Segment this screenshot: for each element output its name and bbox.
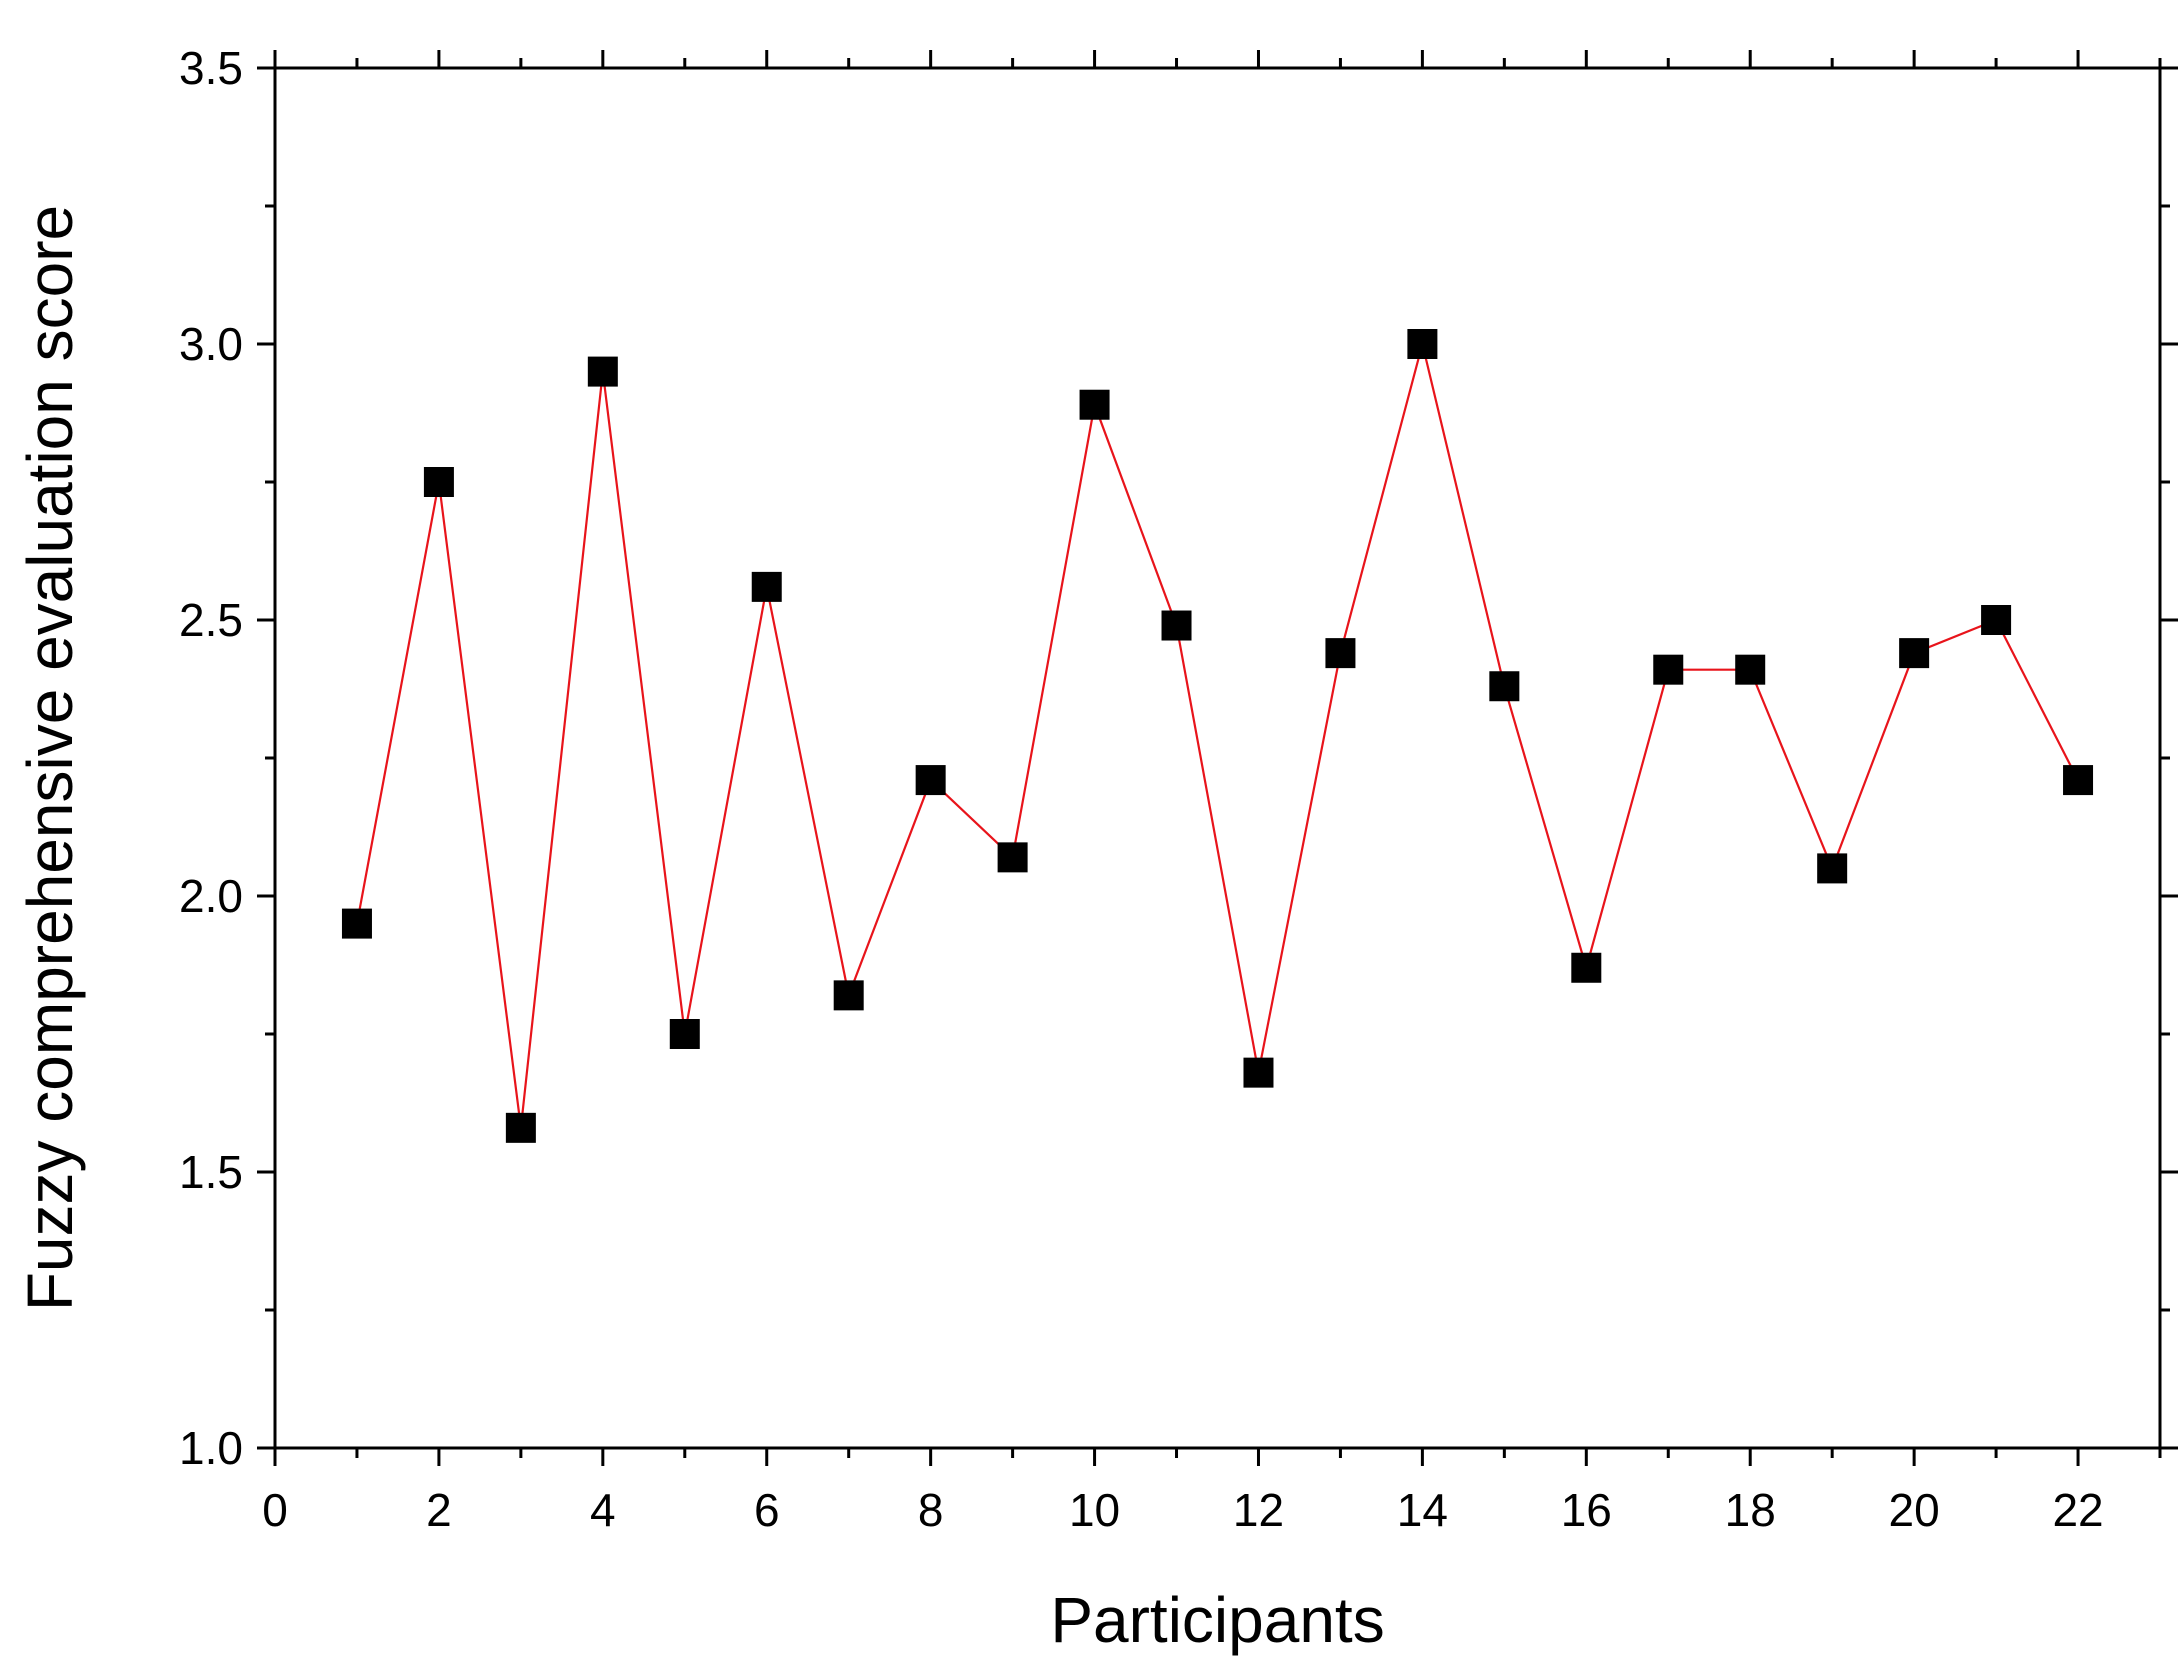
x-tick-label: 22: [2052, 1484, 2103, 1536]
data-point: [1407, 329, 1438, 359]
data-point: [1489, 671, 1520, 702]
data-point: [833, 980, 864, 1011]
data-point: [1161, 610, 1192, 641]
data-point: [505, 1112, 536, 1143]
series-line: [355, 343, 2079, 1128]
y-tick-label: 2.0: [179, 870, 243, 922]
data-point: [341, 908, 372, 939]
data-point: [669, 1019, 700, 1049]
x-tick-label: 8: [918, 1484, 944, 1536]
data-point: [1243, 1057, 1274, 1088]
x-tick-label: 20: [1889, 1484, 1940, 1536]
data-point: [1571, 952, 1602, 983]
x-axis-title: Participants: [1050, 1584, 1384, 1656]
data-point: [1981, 605, 2012, 635]
data-point: [997, 842, 1028, 873]
x-tick-label: 14: [1397, 1484, 1448, 1536]
x-tick-label: 16: [1561, 1484, 1612, 1536]
data-point: [1079, 389, 1110, 420]
plot-frame: [273, 66, 2162, 1450]
data-point: [587, 356, 618, 387]
data-point: [423, 467, 454, 497]
series-layer: [341, 329, 2094, 1143]
data-point: [1817, 853, 1848, 884]
y-tick-label: 3.0: [179, 318, 243, 370]
y-tick-label: 1.0: [179, 1422, 243, 1474]
data-point: [1325, 638, 1356, 669]
data-point: [1735, 654, 1766, 685]
y-tick-label: 1.5: [179, 1146, 243, 1198]
plot-border: [273, 66, 2162, 1450]
x-tick-label: 2: [426, 1484, 452, 1536]
x-tick-label: 0: [262, 1484, 288, 1536]
data-point: [1653, 654, 1684, 685]
y-axis-title: Fuzzy comprehensive evaluation score: [14, 205, 86, 1311]
x-tick-label: 4: [590, 1484, 616, 1536]
y-axis: 1.0 1.5 2.0 2.5 3.0 3.5: [179, 42, 2178, 1474]
data-point: [1899, 638, 1930, 669]
x-tick-label: 12: [1233, 1484, 1284, 1536]
data-point: [751, 571, 782, 602]
y-tick-label: 2.5: [179, 594, 243, 646]
x-tick-label: 10: [1069, 1484, 1120, 1536]
x-tick-label: 18: [1725, 1484, 1776, 1536]
x-tick-label: 6: [754, 1484, 780, 1536]
y-tick-label: 3.5: [179, 42, 243, 94]
data-point: [915, 765, 946, 796]
x-axis: 0 2 4 6 8 10 12 14 16 18 20 22: [262, 50, 2162, 1536]
data-point: [2063, 765, 2094, 796]
